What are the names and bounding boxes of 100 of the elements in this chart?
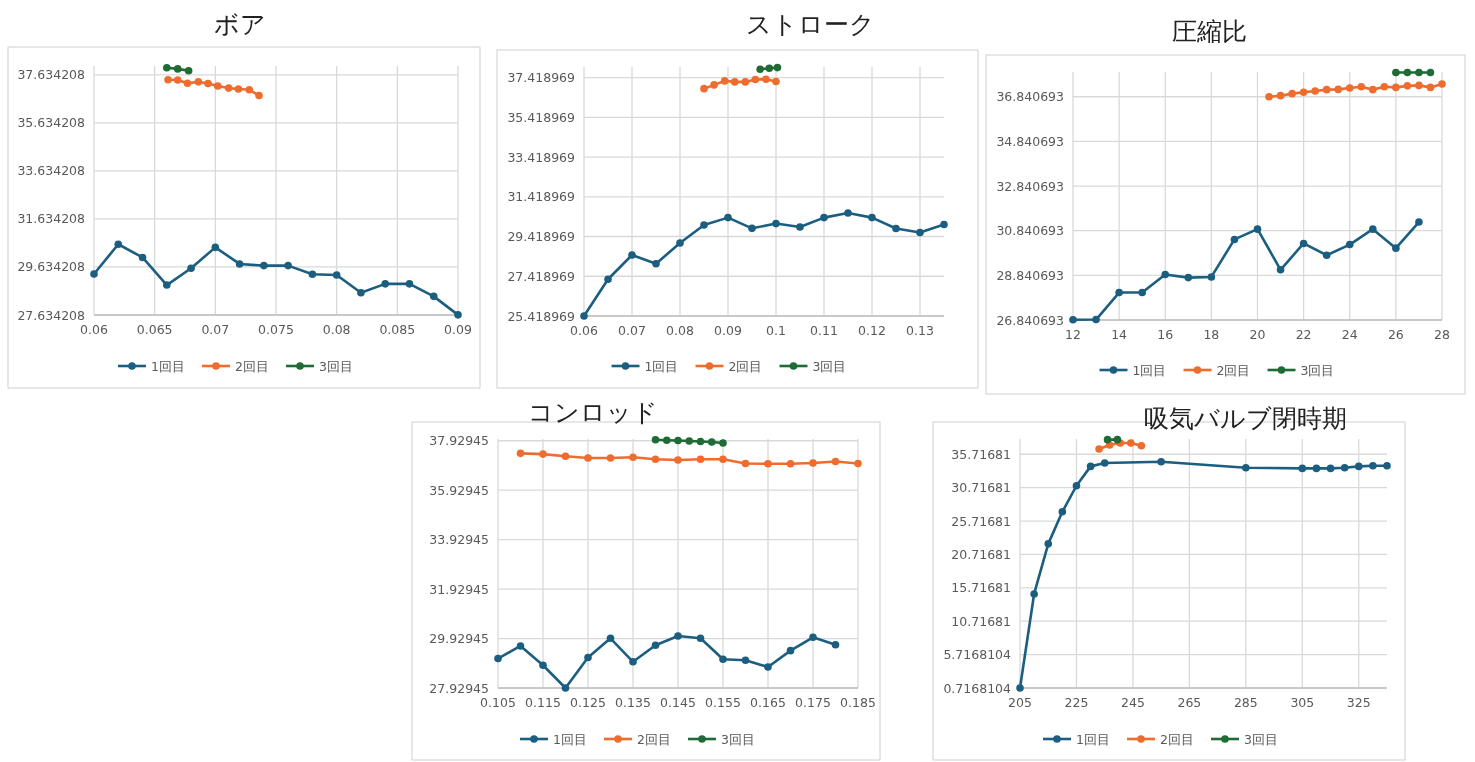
point bbox=[629, 657, 637, 666]
point bbox=[674, 632, 682, 640]
legend-label: 1回目 bbox=[1076, 731, 1110, 747]
y-tick-label: 29.634208 bbox=[17, 259, 86, 275]
point bbox=[580, 312, 588, 320]
y-tick-label: 35.634208 bbox=[17, 115, 86, 131]
point bbox=[357, 288, 365, 297]
point bbox=[1276, 91, 1285, 100]
y-tick-label: 37.418969 bbox=[507, 70, 576, 86]
x-tick-label: 0.185 bbox=[840, 695, 876, 710]
point bbox=[629, 453, 637, 462]
point bbox=[741, 459, 750, 468]
point bbox=[308, 270, 317, 279]
point bbox=[163, 281, 171, 289]
point bbox=[1392, 83, 1400, 92]
point bbox=[916, 228, 924, 237]
legend-label: 3回目 bbox=[1300, 362, 1335, 378]
point bbox=[820, 213, 828, 222]
x-tick-label: 20 bbox=[1249, 327, 1266, 342]
y-tick-label: 30.71681 bbox=[951, 480, 1011, 496]
x-tick-label: 0.105 bbox=[480, 695, 516, 710]
x-tick-label: 22 bbox=[1295, 327, 1312, 342]
point bbox=[213, 82, 222, 90]
point bbox=[138, 253, 147, 262]
point bbox=[1138, 288, 1146, 297]
x-tick-label: 0.06 bbox=[570, 323, 598, 338]
point bbox=[1380, 82, 1389, 91]
x-tick-label: 0.165 bbox=[750, 695, 786, 710]
point bbox=[809, 459, 817, 467]
legend-label: 2回目 bbox=[1216, 362, 1251, 378]
point bbox=[772, 77, 780, 86]
point bbox=[1092, 315, 1100, 324]
legend-label: 2回目 bbox=[1160, 731, 1194, 747]
x-tick-label: 0.145 bbox=[660, 695, 696, 710]
x-tick-label: 0.11 bbox=[810, 323, 838, 338]
point bbox=[724, 213, 732, 222]
point bbox=[719, 439, 727, 447]
point bbox=[719, 455, 727, 464]
point bbox=[628, 251, 636, 259]
point bbox=[674, 436, 682, 445]
point bbox=[1345, 84, 1354, 92]
point bbox=[163, 63, 171, 72]
point bbox=[676, 239, 684, 247]
point bbox=[730, 78, 739, 86]
point bbox=[1207, 273, 1216, 281]
point bbox=[1299, 88, 1308, 97]
y-tick-label: 35.92945 bbox=[429, 482, 489, 498]
point bbox=[173, 76, 182, 84]
y-tick-label: 32.840693 bbox=[996, 178, 1064, 194]
point bbox=[1369, 85, 1377, 94]
point bbox=[1095, 445, 1103, 453]
x-tick-label: 18 bbox=[1203, 327, 1220, 342]
point bbox=[1030, 590, 1038, 598]
point bbox=[173, 65, 182, 73]
point bbox=[1127, 439, 1135, 447]
legend-label: 1回目 bbox=[644, 358, 679, 374]
point bbox=[494, 654, 502, 663]
x-tick-label: 305 bbox=[1290, 695, 1315, 710]
point bbox=[741, 78, 750, 86]
point bbox=[539, 450, 547, 458]
point bbox=[1383, 461, 1391, 470]
y-tick-label: 30.840693 bbox=[996, 223, 1064, 239]
point bbox=[234, 85, 243, 93]
point bbox=[114, 240, 123, 249]
point bbox=[1016, 684, 1024, 692]
x-tick-label: 0.085 bbox=[379, 322, 416, 337]
x-tick-label: 24 bbox=[1341, 327, 1358, 342]
y-tick-label: 33.634208 bbox=[17, 163, 86, 179]
x-tick-label: 16 bbox=[1157, 327, 1174, 342]
point bbox=[1103, 435, 1112, 444]
y-tick-label: 35.71681 bbox=[951, 446, 1011, 462]
point bbox=[1242, 463, 1250, 472]
point bbox=[1369, 461, 1377, 470]
point bbox=[756, 65, 764, 73]
point bbox=[606, 634, 615, 643]
point bbox=[184, 67, 193, 75]
x-tick-label: 245 bbox=[1120, 695, 1145, 710]
legend-label: 2回目 bbox=[637, 731, 671, 747]
legend-label: 3回目 bbox=[1244, 731, 1278, 747]
point bbox=[1392, 68, 1400, 77]
point bbox=[662, 436, 671, 445]
point bbox=[773, 63, 782, 72]
point bbox=[1184, 273, 1193, 282]
point bbox=[651, 641, 660, 650]
x-tick-label: 28 bbox=[1434, 327, 1450, 342]
x-tick-label: 0.075 bbox=[258, 322, 294, 337]
point bbox=[405, 280, 414, 288]
y-tick-label: 33.418969 bbox=[507, 149, 576, 165]
x-tick-label: 0.135 bbox=[615, 695, 651, 710]
point bbox=[224, 84, 233, 92]
y-tick-label: 36.840693 bbox=[996, 89, 1064, 105]
legend-label: 3回目 bbox=[812, 358, 847, 374]
point bbox=[1340, 463, 1349, 472]
point bbox=[1157, 457, 1165, 466]
point bbox=[183, 79, 192, 88]
point bbox=[1230, 235, 1239, 244]
y-tick-label: 28.840693 bbox=[996, 267, 1064, 283]
chart-title: ストローク bbox=[745, 10, 875, 39]
point bbox=[1415, 81, 1423, 90]
point bbox=[1288, 89, 1296, 98]
